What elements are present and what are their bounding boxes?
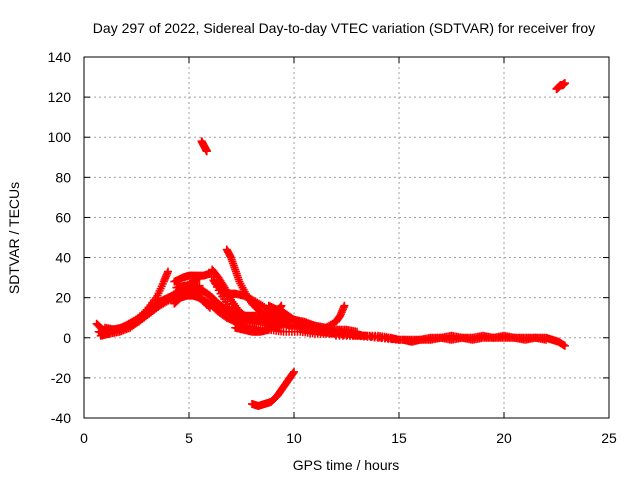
y-tick-label: 120 — [48, 89, 72, 105]
x-tick-labels: 0 5 10 15 20 25 — [80, 430, 617, 446]
data-point — [560, 341, 569, 350]
y-tick-label: 40 — [55, 250, 71, 266]
series-arc-isolated-b — [552, 79, 569, 94]
series-arc-low — [248, 367, 298, 410]
data-point — [560, 79, 569, 88]
x-tick-label: 15 — [391, 430, 407, 446]
data-point — [340, 301, 349, 310]
series-arc-tail-b — [399, 333, 550, 346]
grid — [84, 57, 609, 418]
x-tick-label: 10 — [286, 430, 302, 446]
x-tick-label: 5 — [185, 430, 193, 446]
data-point — [202, 147, 211, 156]
x-tick-label: 25 — [601, 430, 617, 446]
y-tick-label: 0 — [63, 330, 71, 346]
y-tick-label: 100 — [48, 129, 72, 145]
y-tick-label: 20 — [55, 290, 71, 306]
chart-title: Day 297 of 2022, Sidereal Day-to-day VTE… — [93, 20, 595, 36]
y-tick-label: 80 — [55, 169, 71, 185]
data-point — [290, 367, 298, 376]
series-arc-isolated-a — [197, 137, 211, 156]
ticks — [83, 56, 610, 419]
series-arc-mid-g — [264, 301, 370, 340]
y-tick-label: 60 — [55, 209, 71, 225]
plot-frame — [83, 56, 610, 419]
data-points — [92, 79, 569, 410]
x-tick-label: 20 — [496, 430, 512, 446]
y-tick-label: 140 — [48, 49, 72, 65]
data-point — [164, 267, 172, 276]
y-axis-label: SDTVAR / TECUs — [6, 182, 22, 294]
y-tick-label: -20 — [51, 370, 71, 386]
x-axis-label: GPS time / hours — [293, 457, 400, 473]
y-tick-label: -40 — [51, 410, 71, 426]
y-tick-labels: -40 -20 0 20 40 60 80 100 120 140 — [48, 49, 72, 426]
data-point — [542, 335, 550, 344]
x-tick-label: 0 — [80, 430, 88, 446]
